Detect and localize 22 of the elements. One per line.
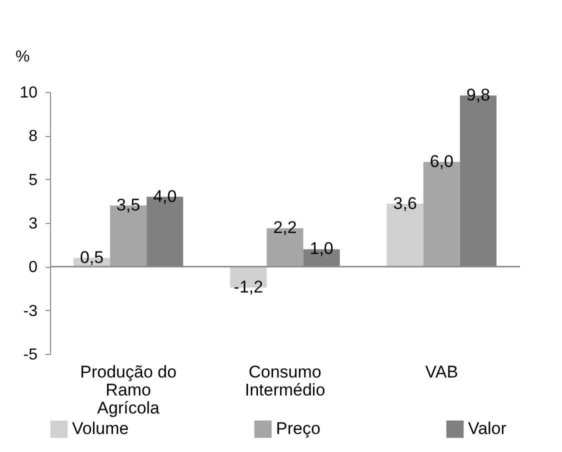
- legend-label: Preço: [276, 419, 320, 438]
- legend-label: Valor: [468, 419, 507, 438]
- y-axis-title: %: [16, 48, 30, 66]
- y-tick-label: 5: [28, 172, 38, 189]
- data-label: 4,0: [153, 186, 177, 206]
- data-label: 0,5: [80, 248, 104, 267]
- data-label: 1,0: [310, 239, 334, 258]
- x-tick-label: Consumo Intermédio: [244, 362, 326, 400]
- x-tick-label: Produção do Ramo Agrícola: [80, 362, 177, 418]
- y-tick-label: 3: [28, 216, 38, 232]
- legend-label: Volume: [72, 419, 129, 438]
- data-label: 6,0: [430, 152, 454, 171]
- y-tick-label: 0: [28, 259, 38, 276]
- data-label: 3,6: [393, 194, 417, 213]
- y-tick-label: 10: [20, 84, 38, 102]
- data-label: 3,5: [116, 196, 140, 215]
- y-tick-label: -5: [23, 346, 38, 364]
- y-tick-label: -3: [23, 302, 38, 320]
- y-tick-label: 8: [28, 128, 38, 146]
- x-tick-label: VAB: [425, 362, 458, 382]
- data-label: 2,2: [273, 218, 297, 238]
- data-label: -1,2: [234, 278, 264, 297]
